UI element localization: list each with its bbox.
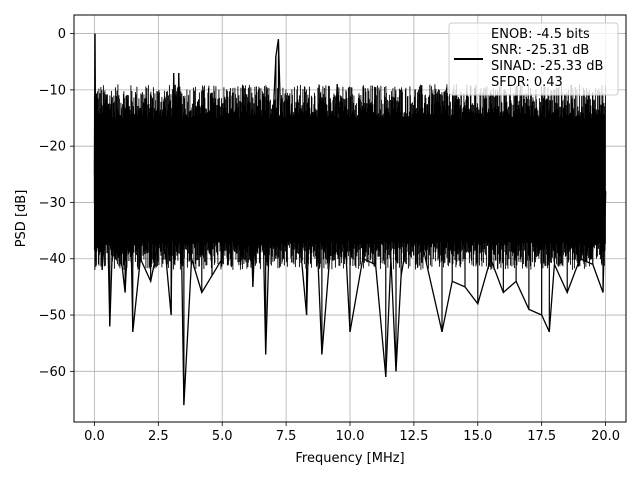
x-tick-label: 17.5	[527, 429, 556, 444]
x-tick-label: 2.5	[148, 429, 169, 444]
x-tick-label: 15.0	[463, 429, 492, 444]
legend-enob-text: ENOB: -4.5 bits	[491, 27, 590, 42]
y-tick-label: −10	[39, 83, 66, 98]
x-tick-label: 20.0	[591, 429, 620, 444]
legend-sfdr-text: SFDR: 0.43	[491, 75, 563, 90]
y-tick-label: −30	[39, 196, 66, 211]
y-tick-label: −40	[39, 252, 66, 267]
legend-sinad-text: SINAD: -25.33 dB	[491, 59, 603, 74]
legend-box	[448, 22, 619, 96]
y-tick-label: 0	[58, 27, 66, 42]
x-tick-label: 5.0	[212, 429, 233, 444]
legend: ENOB: -4.5 bits SNR: -25.31 dB SINAD: -2…	[448, 22, 619, 96]
x-tick-label: 7.5	[276, 429, 297, 444]
x-axis-label: Frequency [MHz]	[295, 451, 404, 466]
psd-series-line	[93, 33, 607, 406]
y-tick-label: −20	[39, 140, 66, 155]
x-tick-label: 12.5	[399, 429, 428, 444]
axis-ticks: 0.0 2.5 5.0 7.5 10.0 12.5 15.0 17.5 20.0 0 −10 −20 −…	[39, 27, 620, 444]
series-layer	[93, 33, 607, 406]
y-axis-label: PSD [dB]	[14, 190, 29, 248]
x-tick-label: 0.0	[84, 429, 105, 444]
y-tick-label: −60	[39, 365, 66, 380]
legend-snr-text: SNR: -25.31 dB	[491, 43, 589, 58]
x-tick-label: 10.0	[336, 429, 365, 444]
y-tick-label: −50	[39, 309, 66, 324]
